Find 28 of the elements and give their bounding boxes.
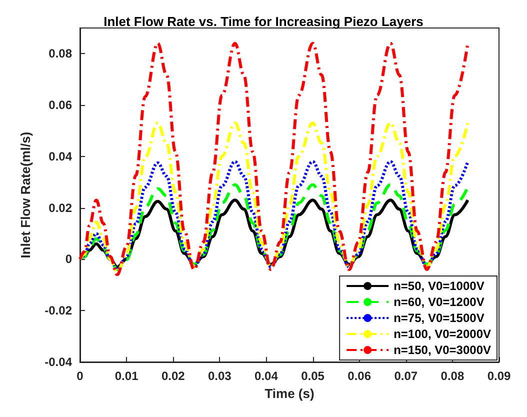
y-tick-label: -0.04 [44, 355, 72, 369]
legend-label: n=100, V0=2000V [394, 327, 492, 341]
x-tick-label: 0.06 [348, 369, 372, 383]
y-tick-label: 0 [65, 252, 72, 266]
line-series [78, 122, 470, 274]
y-axis-title: Inlet Flow Rate(ml/s) [18, 132, 33, 258]
x-tick-label: 0.08 [440, 369, 464, 383]
x-tick-label: 0.07 [394, 369, 418, 383]
x-tick-label: 0 [76, 369, 84, 383]
legend-label: n=60, V0=1200V [394, 295, 484, 309]
x-tick-label: 0.09 [487, 369, 511, 383]
x-tick-label: 0.05 [301, 369, 325, 383]
legend-label: n=150, V0=3000V [394, 343, 492, 357]
y-tick-label: 0.02 [48, 200, 72, 215]
line-series [78, 42, 470, 276]
chart-title: Inlet Flow Rate vs. Time for Increasing Piezo Layers [104, 14, 424, 29]
legend-label: n=75, V0=1500V [394, 311, 484, 325]
x-tick-label: 0.03 [208, 369, 232, 383]
y-tick-label: -0.02 [44, 304, 72, 318]
legend-label: n=50, V0=1000V [394, 279, 484, 293]
line-series [78, 160, 470, 272]
x-tick-label: 0.04 [254, 369, 278, 383]
y-tick-label: 0.04 [48, 149, 72, 164]
x-tick-label: 0.01 [114, 369, 139, 383]
y-tick-label: 0.06 [48, 98, 72, 112]
x-axis-title: Time (s) [264, 386, 314, 401]
y-tick-label: 0.08 [48, 46, 72, 61]
x-tick-label: 0.02 [161, 369, 186, 383]
